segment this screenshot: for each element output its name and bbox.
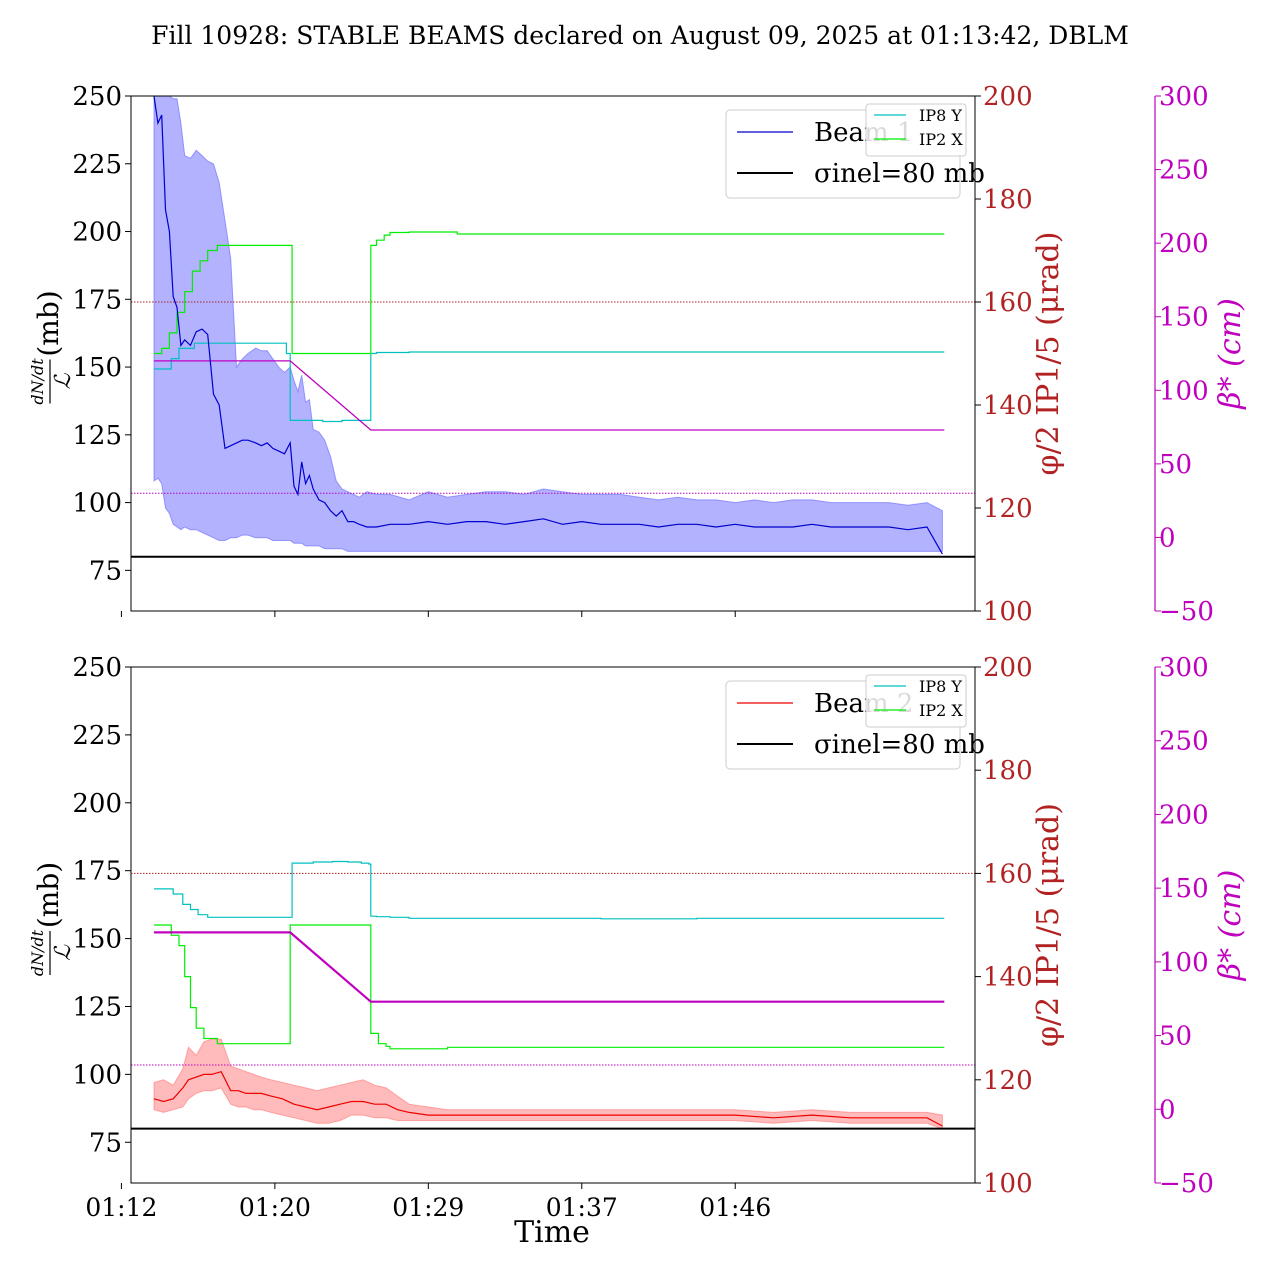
beta-tick-label: 200 [1159,229,1209,259]
beta-axis-label: β* (cm) [1213,870,1248,982]
y-tick-label: 225 [72,150,122,180]
beta-tick-label: 50 [1159,1022,1192,1052]
legend-ip8-label: IP8 Y [919,677,962,696]
y-tick-label: 125 [72,992,122,1022]
y-label-denominator: ℒ [51,372,76,389]
phi-axis-label: φ/2 IP1/5 (μrad) [1031,803,1066,1047]
y-tick-label: 150 [72,353,122,383]
legend-ip2-label: IP2 X [919,130,963,149]
ip2-x-series [154,231,945,355]
beta-tick-label: 250 [1159,156,1209,186]
phi-tick-label: 200 [983,653,1033,683]
figure-title: Fill 10928: STABLE BEAMS declared on Aug… [151,21,1129,50]
y-tick-label: 175 [72,857,122,887]
phi-tick-label: 160 [983,288,1033,318]
y-axis-label: dN/dt ℒ (mb) [28,290,76,404]
x-tick-label: 01:46 [699,1193,771,1222]
beta-tick-label: −50 [1159,597,1214,627]
beta-star-series [154,360,945,431]
plot-frame [130,95,976,612]
x-tick-label: 01:29 [392,1193,464,1222]
y-axis-label: dN/dt ℒ (mb) [28,862,76,976]
x-tick-label: 01:37 [546,1193,618,1222]
legend-sigma-label: σinel=80 mb [814,159,985,189]
phi-axis-label: φ/2 IP1/5 (μrad) [1031,232,1066,476]
y-tick-label: 125 [72,421,122,451]
phi-tick-label: 180 [983,185,1033,215]
y-tick-label: 250 [72,653,122,683]
x-axis-label: Time [514,1215,590,1250]
x-tick-label: 01:20 [239,1193,311,1222]
beta-star-series [154,931,945,1003]
y-tick-label: 75 [89,1128,122,1158]
beta-tick-label: 300 [1159,82,1209,112]
y-label-numerator: dN/dt [28,358,47,405]
legend-sigma-label: σinel=80 mb [814,730,985,760]
phi-tick-label: 100 [983,1169,1033,1199]
y-label-unit: (mb) [32,290,65,356]
legend-ip8-label: IP8 Y [919,106,962,125]
plot-area [131,860,975,1130]
beta-tick-label: 0 [1159,1095,1176,1125]
beam-series [153,96,943,555]
y-tick-label: 100 [72,489,122,519]
y-tick-label: 100 [72,1060,122,1090]
beam-band [153,96,943,552]
beta-tick-label: 150 [1159,874,1209,904]
legend-small-box [865,103,967,157]
beta-axis-label: β* (cm) [1213,298,1248,410]
y-label-denominator: ℒ [51,944,76,961]
x-tick-label: 01:12 [85,1193,157,1222]
phi-tick-label: 160 [983,859,1033,889]
beta-tick-label: 50 [1159,450,1192,480]
phi-tick-label: 200 [983,82,1033,112]
beta-tick-label: 250 [1159,727,1209,757]
beta-tick-label: −50 [1159,1169,1214,1199]
phi-tick-label: 180 [983,756,1033,786]
y-tick-label: 225 [72,721,122,751]
y-tick-label: 200 [72,218,122,248]
phi-tick-label: 140 [983,391,1033,421]
y-tick-label: 75 [89,556,122,586]
y-label-numerator: dN/dt [28,929,47,976]
ip8-y-series [154,860,945,920]
beta-tick-label: 200 [1159,800,1209,830]
legend-small: IP8 Y IP2 X [865,674,967,728]
ip8-y-series [154,342,945,423]
phi-tick-label: 120 [983,1066,1033,1096]
y-tick-label: 150 [72,925,122,955]
legend-small: IP8 Y IP2 X [865,103,967,157]
beta-tick-label: 100 [1159,376,1209,406]
legend-small-box [865,674,967,728]
beam-series [153,1070,943,1127]
phi-tick-label: 100 [983,597,1033,627]
beta-tick-label: 100 [1159,948,1209,978]
y-tick-label: 200 [72,789,122,819]
legend-ip2-label: IP2 X [919,701,963,720]
plot-frame [130,666,976,1184]
phi-tick-label: 120 [983,494,1033,524]
y-tick-label: 250 [72,82,122,112]
plot-area [131,96,975,558]
beta-tick-label: 150 [1159,303,1209,333]
beta-tick-label: 300 [1159,653,1209,683]
y-label-unit: (mb) [32,862,65,928]
beta-tick-label: 0 [1159,523,1176,553]
panel-top: 75 100 125 150 175 200 225 250 100 120 140 160 180 20… [28,82,1248,627]
phi-tick-label: 140 [983,963,1033,993]
ip2-x-series [154,924,945,1050]
y-tick-label: 175 [72,285,122,315]
